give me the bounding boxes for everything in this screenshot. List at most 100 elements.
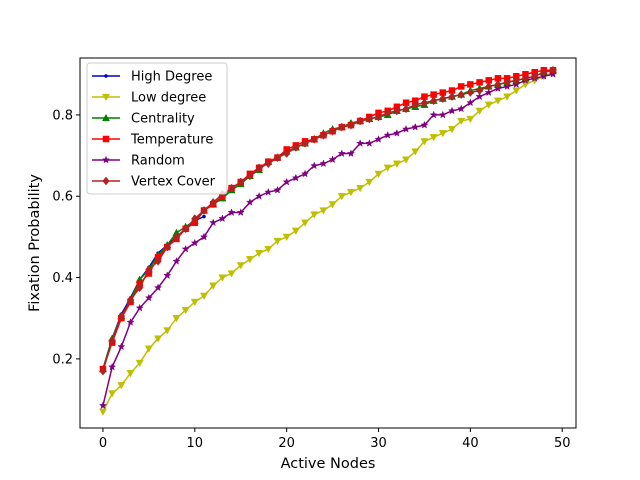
data-point-temperature — [467, 81, 474, 88]
data-point-random — [273, 185, 282, 194]
data-point-low-degree — [144, 345, 153, 353]
data-point-low-degree — [466, 115, 475, 124]
data-point-low-degree — [420, 138, 429, 146]
data-point-random — [98, 401, 108, 410]
data-point-vertex-cover — [200, 206, 208, 215]
data-point-low-degree — [429, 134, 438, 142]
data-point-low-degree — [163, 327, 172, 335]
data-point-low-degree — [411, 148, 420, 156]
data-point-low-degree — [135, 359, 144, 368]
data-point-low-degree — [346, 189, 355, 197]
data-point-vertex-cover — [540, 67, 548, 77]
series-vertex-cover — [99, 65, 557, 376]
legend-marker-centrality — [101, 113, 111, 122]
data-point-temperature — [476, 79, 483, 86]
data-point-random — [190, 238, 199, 247]
data-point-low-degree — [117, 382, 126, 390]
data-point-random — [172, 256, 181, 265]
x-tick-label: 30 — [370, 436, 387, 451]
legend-entry-high-degree: High Degree — [92, 70, 212, 85]
data-point-vertex-cover — [301, 138, 309, 148]
data-point-random — [401, 124, 411, 133]
data-point-low-degree — [457, 117, 466, 126]
data-point-low-degree — [328, 201, 337, 209]
data-point-random — [144, 293, 153, 302]
data-point-low-degree — [392, 160, 401, 168]
legend-items: High Degree Low degree Centrality Temperatu… — [92, 70, 216, 190]
data-point-low-degree — [356, 184, 365, 193]
data-point-random — [236, 208, 245, 217]
data-point-low-degree — [337, 193, 346, 201]
data-point-random — [383, 130, 392, 139]
legend-label-random: Random — [131, 154, 185, 169]
y-axis-label: Fixation Probability — [27, 174, 43, 312]
data-point-low-degree — [181, 306, 190, 315]
data-point-random — [108, 362, 117, 371]
data-point-random — [457, 104, 466, 113]
data-point-low-degree — [438, 130, 447, 138]
data-point-random — [411, 122, 420, 131]
data-point-vertex-cover — [374, 112, 383, 122]
data-point-vertex-cover — [475, 86, 484, 95]
data-point-random — [255, 191, 264, 200]
data-point-random — [438, 110, 447, 119]
legend-marker-high-degree — [104, 74, 108, 78]
data-point-vertex-cover — [136, 283, 144, 293]
data-point-random — [126, 317, 135, 326]
data-point-low-degree — [190, 298, 199, 307]
series-layer — [98, 65, 558, 416]
data-point-low-degree — [365, 178, 374, 187]
data-point-low-degree — [227, 270, 236, 278]
legend-label-vertex-cover: Vertex Cover — [131, 175, 216, 190]
data-point-vertex-cover — [494, 80, 502, 89]
data-point-low-degree — [98, 408, 107, 416]
legend-label-high-degree: High Degree — [131, 70, 212, 85]
data-point-vertex-cover — [531, 71, 539, 81]
data-point-low-degree — [199, 292, 209, 300]
data-point-vertex-cover — [521, 73, 530, 83]
data-point-random — [475, 92, 484, 101]
data-point-random — [392, 128, 401, 137]
data-point-low-degree — [209, 282, 218, 290]
data-point-random — [356, 139, 365, 147]
legend-marker-random — [101, 155, 111, 164]
legend-box — [86, 62, 228, 195]
data-point-random — [163, 271, 172, 280]
legend-entry-centrality: Centrality — [92, 112, 195, 127]
data-point-vertex-cover — [430, 96, 438, 106]
data-point-vertex-cover — [182, 224, 190, 234]
y-tick-label: 0.6 — [52, 190, 73, 205]
data-point-low-degree — [108, 390, 117, 398]
data-point-low-degree — [512, 87, 521, 95]
data-point-vertex-cover — [117, 311, 125, 321]
data-point-vertex-cover — [402, 104, 410, 114]
data-point-random — [199, 232, 209, 241]
data-point-vertex-cover — [393, 106, 401, 116]
data-point-vertex-cover — [420, 98, 429, 108]
x-tick-label: 40 — [462, 436, 479, 451]
data-point-vertex-cover — [126, 295, 135, 305]
data-point-low-degree — [402, 156, 411, 164]
data-point-vertex-cover — [319, 130, 328, 140]
legend-label-temperature: Temperature — [130, 133, 213, 148]
data-point-random — [117, 342, 126, 351]
data-point-random — [319, 159, 328, 168]
data-point-random — [420, 120, 429, 129]
data-point-vertex-cover — [255, 163, 263, 173]
data-point-low-degree — [374, 170, 383, 178]
x-axis-label: Active Nodes — [281, 456, 376, 472]
data-point-random — [447, 106, 457, 115]
data-point-random — [218, 214, 227, 223]
data-point-vertex-cover — [227, 183, 236, 193]
data-point-low-degree — [218, 274, 227, 282]
data-point-random — [310, 161, 319, 170]
data-point-vertex-cover — [292, 143, 300, 152]
data-point-low-degree — [291, 227, 300, 235]
legend-entry-random: Random — [92, 154, 185, 169]
plot-frame — [79, 57, 577, 429]
data-point-vertex-cover — [191, 214, 199, 223]
data-point-random — [227, 208, 236, 217]
x-tick-label: 0 — [99, 436, 107, 451]
x-tick-label: 10 — [187, 436, 204, 451]
data-point-vertex-cover — [283, 149, 291, 158]
